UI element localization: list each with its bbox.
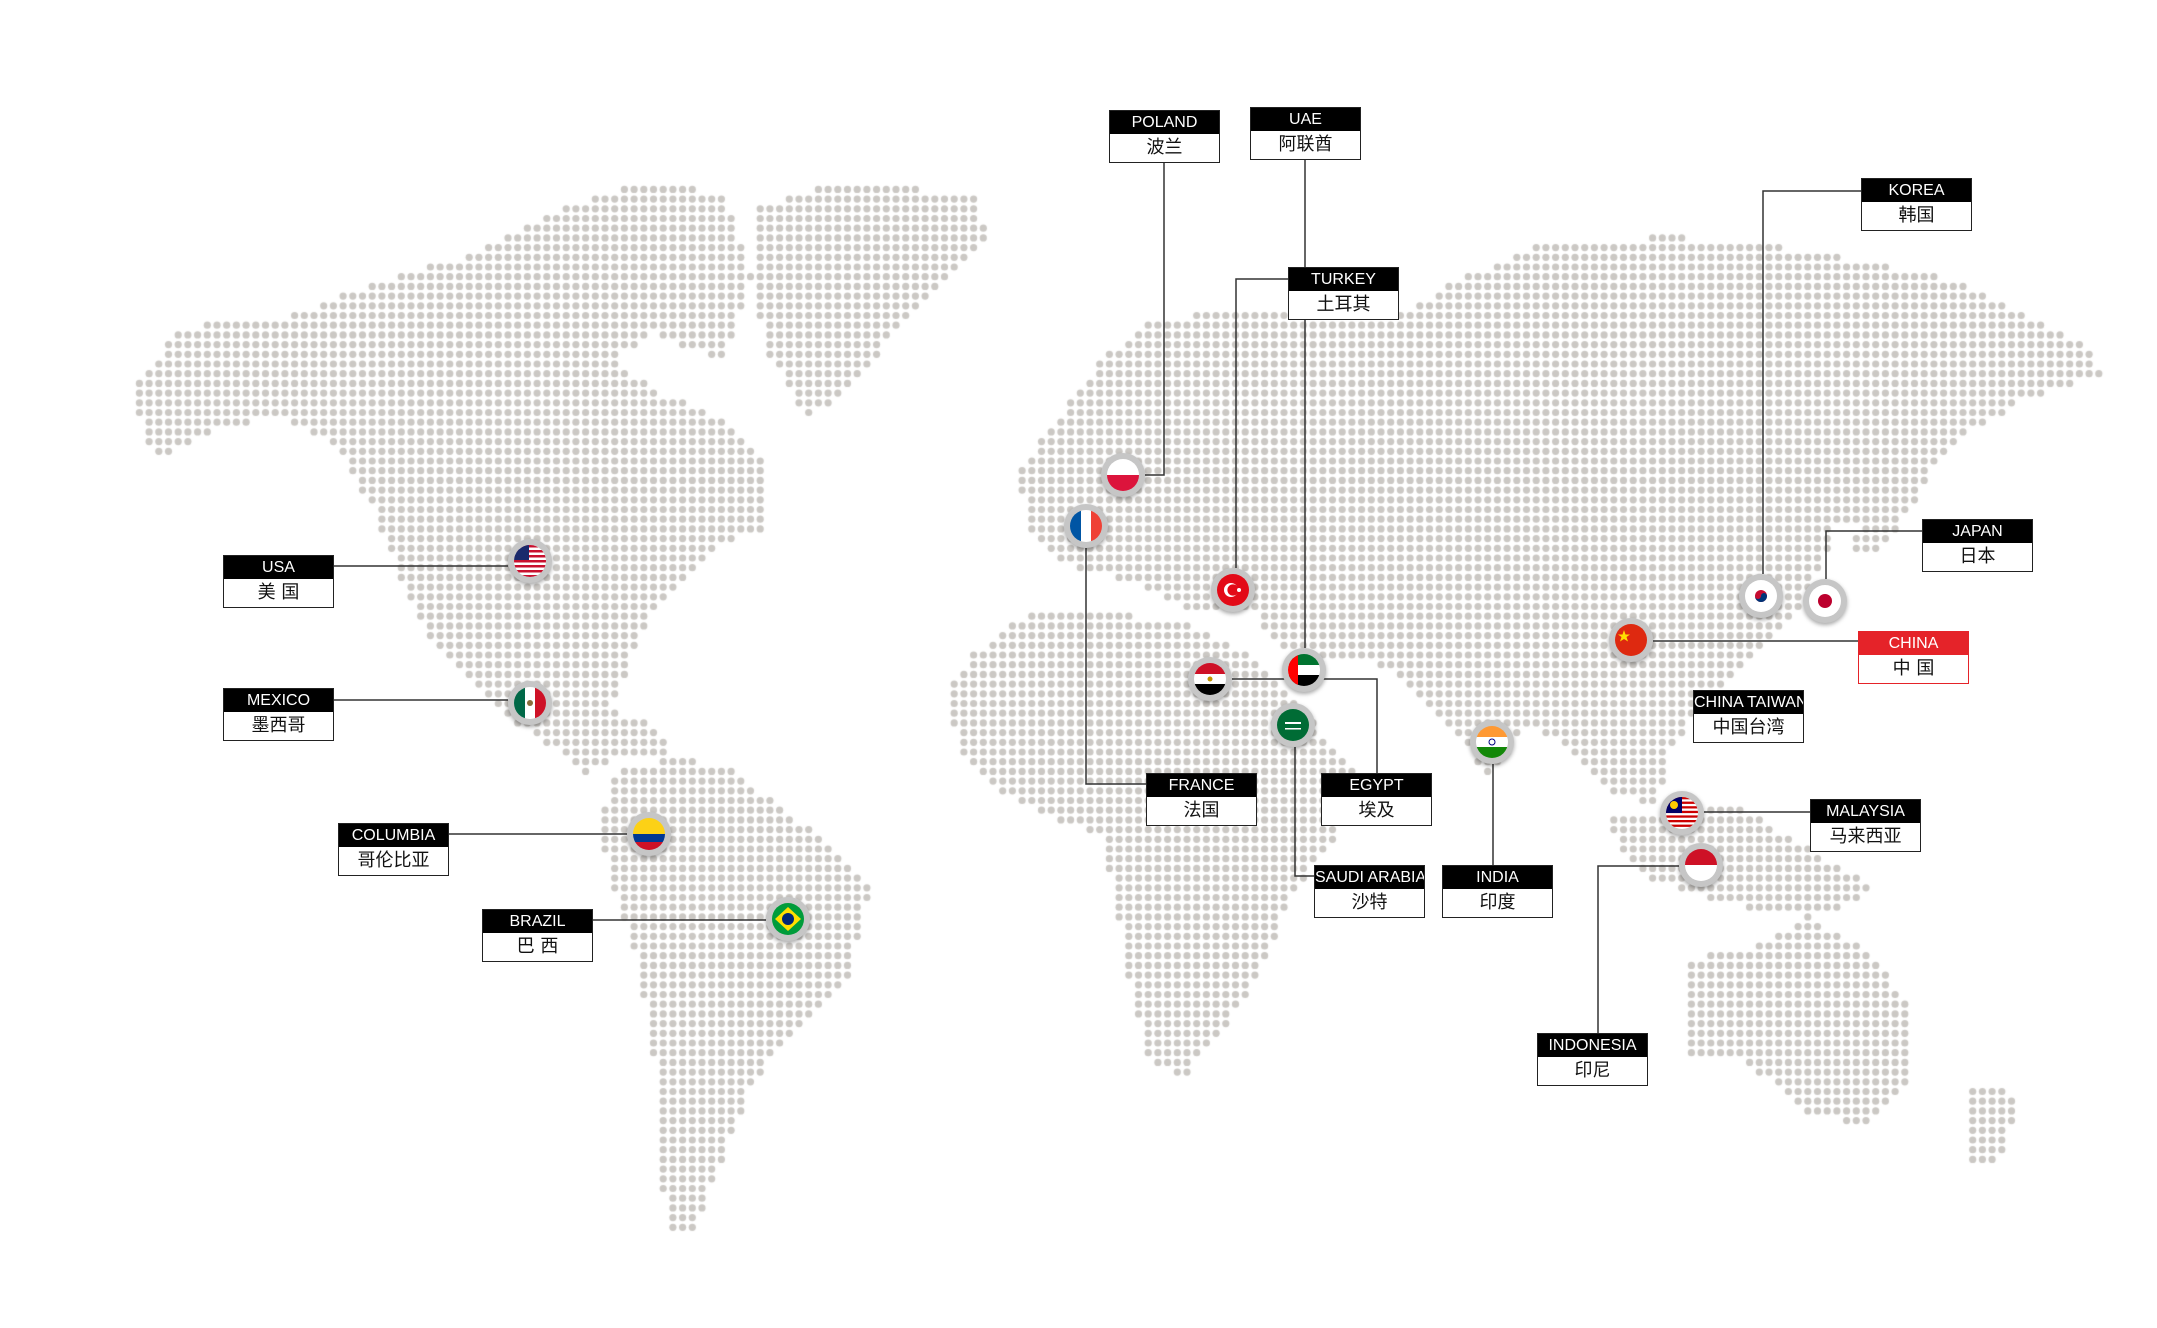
malaysia-flag-icon[interactable] <box>1660 791 1704 835</box>
france-flag-icon[interactable] <box>1064 504 1108 548</box>
china-flag-icon-graphic <box>1615 624 1647 656</box>
usa-flag-icon[interactable] <box>508 539 552 583</box>
country-name-cn: 日本 <box>1959 546 1996 567</box>
country-name-en: CHINA <box>1859 632 1968 655</box>
country-label-malaysia: MALAYSIA 马来西亚 <box>1810 799 1921 852</box>
country-label-india: INDIA 印度 <box>1442 865 1553 918</box>
country-name-cn: 埃及 <box>1358 800 1395 821</box>
korea-flag-icon-graphic <box>1745 580 1777 612</box>
country-label-japan: JAPAN 日本 <box>1922 519 2033 572</box>
usa-flag-icon-graphic <box>514 545 546 577</box>
egypt-flag-icon[interactable] <box>1188 657 1232 701</box>
country-label-saudi: SAUDI ARABIA 沙特 <box>1314 865 1425 918</box>
country-label-columbia: COLUMBIA 哥伦比亚 <box>338 823 449 876</box>
country-name-cn: 法国 <box>1183 800 1220 821</box>
saudi-arabia-flag-icon[interactable] <box>1271 703 1315 747</box>
uae-flag-icon-graphic <box>1288 654 1320 686</box>
country-name-en: INDIA <box>1443 866 1552 889</box>
country-name-en: FRANCE <box>1147 774 1256 797</box>
japan-flag-icon-graphic <box>1809 585 1841 617</box>
country-label-turkey: TURKEY 土耳其 <box>1288 267 1399 320</box>
country-name-cn: 哥伦比亚 <box>357 850 430 871</box>
country-label-mexico: MEXICO 墨西哥 <box>223 688 334 741</box>
country-name-en: COLUMBIA <box>339 824 448 847</box>
malaysia-flag-icon-graphic <box>1666 797 1698 829</box>
country-name-en: POLAND <box>1110 111 1219 134</box>
country-label-egypt: EGYPT 埃及 <box>1321 773 1432 826</box>
country-name-en: USA <box>224 556 333 579</box>
france-flag-icon-graphic <box>1070 510 1102 542</box>
egypt-flag-icon-graphic <box>1194 663 1226 695</box>
country-name-cn: 中 国 <box>1892 658 1935 679</box>
country-name-cn: 马来西亚 <box>1829 826 1902 847</box>
country-label-uae: UAE 阿联酋 <box>1250 107 1361 160</box>
brazil-flag-icon-graphic <box>772 903 804 935</box>
country-name-en: JAPAN <box>1923 520 2032 543</box>
country-name-en: EGYPT <box>1322 774 1431 797</box>
country-label-china: CHINA 中 国 <box>1858 631 1969 684</box>
india-flag-icon[interactable] <box>1470 720 1514 764</box>
turkey-flag-icon[interactable] <box>1211 568 1255 612</box>
country-label-poland: POLAND 波兰 <box>1109 110 1220 163</box>
mexico-flag-icon[interactable] <box>508 681 552 725</box>
country-name-cn: 美 国 <box>257 582 300 603</box>
country-label-brazil: BRAZIL 巴 西 <box>482 909 593 962</box>
japan-connector-line <box>1825 530 1922 579</box>
indonesia-connector-line <box>1597 865 1679 1033</box>
korea-connector-line <box>1762 190 1861 574</box>
country-label-taiwan: CHINA TAIWAN 中国台湾 <box>1693 690 1804 743</box>
country-name-en: KOREA <box>1862 179 1971 202</box>
colombia-flag-icon[interactable] <box>627 812 671 856</box>
country-name-en: UAE <box>1251 108 1360 131</box>
country-name-cn: 阿联酋 <box>1278 134 1333 155</box>
france-connector-line <box>1085 548 1146 785</box>
country-name-cn: 巴 西 <box>516 936 559 957</box>
japan-flag-icon[interactable] <box>1803 579 1847 623</box>
country-name-cn: 墨西哥 <box>251 715 306 736</box>
turkey-flag-icon-graphic <box>1217 574 1249 606</box>
poland-connector-line <box>1145 163 1165 476</box>
country-label-france: FRANCE 法国 <box>1146 773 1257 826</box>
country-name-en: TURKEY <box>1289 268 1398 291</box>
country-name-en: BRAZIL <box>483 910 592 933</box>
uae-flag-icon[interactable] <box>1282 648 1326 692</box>
country-label-korea: KOREA 韩国 <box>1861 178 1972 231</box>
india-flag-icon-graphic <box>1476 726 1508 758</box>
egypt-connector-line <box>1232 678 1378 773</box>
country-name-en: CHINA TAIWAN <box>1694 691 1803 714</box>
saudi-arabia-flag-icon-graphic <box>1277 709 1309 741</box>
turkey-connector-line <box>1235 278 1288 568</box>
country-name-en: MALAYSIA <box>1811 800 1920 823</box>
country-name-en: MEXICO <box>224 689 333 712</box>
country-name-cn: 土耳其 <box>1316 294 1371 315</box>
country-name-cn: 中国台湾 <box>1712 717 1785 738</box>
brazil-flag-icon[interactable] <box>766 897 810 941</box>
china-flag-icon[interactable] <box>1609 618 1653 662</box>
country-name-en: INDONESIA <box>1538 1034 1647 1057</box>
country-name-en: SAUDI ARABIA <box>1315 866 1424 889</box>
country-name-cn: 印尼 <box>1574 1060 1611 1081</box>
country-name-cn: 沙特 <box>1351 892 1388 913</box>
country-label-usa: USA 美 国 <box>223 555 334 608</box>
poland-flag-icon-graphic <box>1107 459 1139 491</box>
poland-flag-icon[interactable] <box>1101 453 1145 497</box>
country-name-cn: 印度 <box>1479 892 1516 913</box>
country-name-cn: 韩国 <box>1898 205 1935 226</box>
indonesia-flag-icon-graphic <box>1685 849 1717 881</box>
country-name-cn: 波兰 <box>1146 137 1183 158</box>
saudi-connector-line <box>1294 747 1314 877</box>
mexico-flag-icon-graphic <box>514 687 546 719</box>
korea-flag-icon[interactable] <box>1739 574 1783 618</box>
indonesia-flag-icon[interactable] <box>1679 843 1723 887</box>
colombia-flag-icon-graphic <box>633 818 665 850</box>
country-label-indonesia: INDONESIA 印尼 <box>1537 1033 1648 1086</box>
